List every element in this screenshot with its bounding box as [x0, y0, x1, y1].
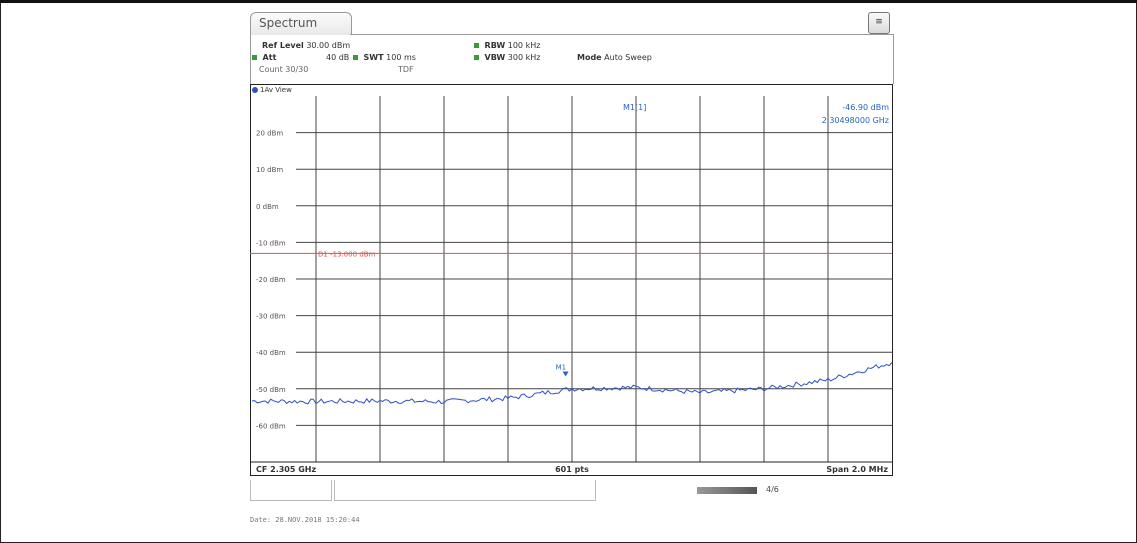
trace-line [251, 362, 893, 405]
capture-date: Date: 28.NOV.2018 15:20:44 [250, 516, 360, 524]
y-tick-label: -50 dBm [256, 386, 286, 394]
top-edge [0, 0, 1137, 3]
y-tick-label: -60 dBm [256, 422, 286, 430]
y-tick-label: -30 dBm [256, 313, 286, 321]
marker-triangle [562, 371, 569, 377]
att-row: Att [252, 53, 276, 62]
y-tick-label: 10 dBm [256, 166, 283, 174]
tdf-label: TDF [398, 65, 414, 74]
rbw-value: 100 kHz [507, 41, 541, 50]
trace-view-label: 1Av View [252, 86, 292, 94]
rbw-row: RBW 100 kHz [474, 41, 540, 50]
bottom-tab-left[interactable] [250, 480, 332, 501]
progress-bar [697, 487, 757, 494]
att-value: 40 dB [326, 53, 350, 62]
mode-label: Mode [577, 53, 602, 62]
swt-row: SWT 100 ms [353, 53, 416, 62]
tab-divider [350, 34, 894, 35]
ref-level-label: Ref Level [262, 41, 304, 50]
limit-line-label: D1 -13.000 dBm [318, 250, 376, 258]
ref-level-row: Ref Level 30.00 dBm [262, 41, 350, 50]
tab-label: Spectrum [259, 16, 318, 30]
att-indicator-icon [252, 55, 257, 60]
marker-frequency: 2.30498000 GHz [821, 116, 889, 125]
ref-level-value: 30.00 dBm [306, 41, 351, 50]
center-frequency-label: CF 2.305 GHz [256, 465, 316, 474]
marker-name: M1[1] [623, 103, 647, 112]
bottom-tab-center[interactable] [334, 480, 596, 501]
y-tick-label: 20 dBm [256, 130, 283, 138]
span-label: Span 2.0 MHz [826, 465, 888, 474]
att-label: Att [262, 53, 277, 62]
mode-row: Mode Auto Sweep [577, 53, 652, 62]
tab-spectrum[interactable]: Spectrum [250, 12, 352, 35]
vbw-value: 300 kHz [507, 53, 541, 62]
trace-indicator-icon [252, 87, 258, 93]
rbw-label: RBW [484, 41, 506, 50]
points-label: 601 pts [555, 465, 589, 474]
marker-tag: M1 [556, 363, 567, 371]
y-tick-label: -10 dBm [256, 239, 286, 247]
swt-value: 100 ms [386, 53, 416, 62]
marker-level: -46.90 dBm [842, 103, 889, 112]
y-tick-label: 0 dBm [256, 203, 279, 211]
panel-right-border [893, 34, 894, 84]
y-tick-label: -20 dBm [256, 276, 286, 284]
status-indicator: 4/6 [766, 485, 779, 494]
y-tick-label: -40 dBm [256, 349, 286, 357]
panel-left-border [250, 34, 251, 84]
vbw-row: VBW 300 kHz [474, 53, 540, 62]
view-name: 1Av View [260, 86, 292, 94]
swt-label: SWT [363, 53, 384, 62]
plot-area [250, 84, 893, 476]
mode-value: Auto Sweep [604, 53, 652, 62]
rbw-indicator-icon [474, 43, 479, 48]
sweep-count: Count 30/30 [259, 65, 309, 74]
vbw-indicator-icon [474, 55, 479, 60]
window-menu-icon[interactable]: ≡ [868, 12, 890, 34]
swt-indicator-icon [353, 55, 358, 60]
vbw-label: VBW [484, 53, 506, 62]
